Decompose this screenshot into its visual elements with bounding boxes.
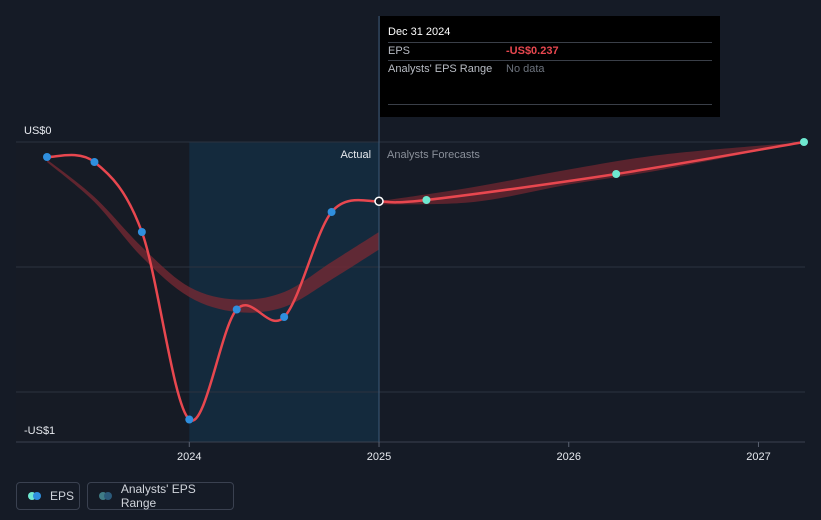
eps-point-actual <box>185 415 194 424</box>
data-tooltip: Dec 31 2024 EPS -US$0.237 Analysts' EPS … <box>380 16 720 117</box>
range-swatch-icon <box>99 492 113 500</box>
tooltip-date: Dec 31 2024 <box>388 26 451 38</box>
x-tick-label: 2024 <box>177 451 201 463</box>
eps-point-forecast <box>612 170 621 178</box>
x-tick-label: 2027 <box>746 451 770 463</box>
x-tick-label: 2026 <box>556 451 580 463</box>
x-tick-label: 2025 <box>367 451 391 463</box>
tooltip-value: -US$0.237 <box>506 45 559 57</box>
eps-swatch-icon <box>28 492 42 500</box>
eps-point-current <box>374 196 384 206</box>
y-label-top: US$0 <box>24 125 52 137</box>
eps-point-actual <box>232 305 241 314</box>
tooltip-label: Analysts' EPS Range <box>388 63 493 75</box>
range-band-forecast <box>379 142 804 205</box>
legend-label-eps: EPS <box>50 489 75 503</box>
tooltip-label: EPS <box>388 45 411 57</box>
eps-point-actual <box>137 228 146 236</box>
eps-point-actual <box>280 313 289 321</box>
eps-point-forecast <box>800 138 808 146</box>
past-shade <box>16 142 190 442</box>
tooltip-value: No data <box>506 63 545 75</box>
eps-point-forecast <box>422 196 431 204</box>
eps-point-actual <box>43 153 51 161</box>
tooltip-row-eps: EPS -US$0.237 <box>388 42 712 60</box>
eps-line-actual <box>46 153 380 422</box>
eps-point-actual <box>90 158 99 166</box>
section-label-forecast: Analysts Forecasts <box>387 149 480 161</box>
legend-item-eps[interactable]: EPS <box>16 482 80 510</box>
section-label-actual: Actual <box>340 149 371 161</box>
legend-item-range[interactable]: Analysts' EPS Range <box>87 482 234 510</box>
highlight-region <box>189 142 380 442</box>
eps-line-forecast <box>378 140 805 204</box>
tooltip-row-range: Analysts' EPS Range No data <box>388 60 712 78</box>
tooltip-divider <box>388 104 712 105</box>
y-label-bottom: -US$1 <box>24 425 55 437</box>
legend-label-range: Analysts' EPS Range <box>120 482 196 510</box>
eps-point-actual <box>327 208 336 216</box>
